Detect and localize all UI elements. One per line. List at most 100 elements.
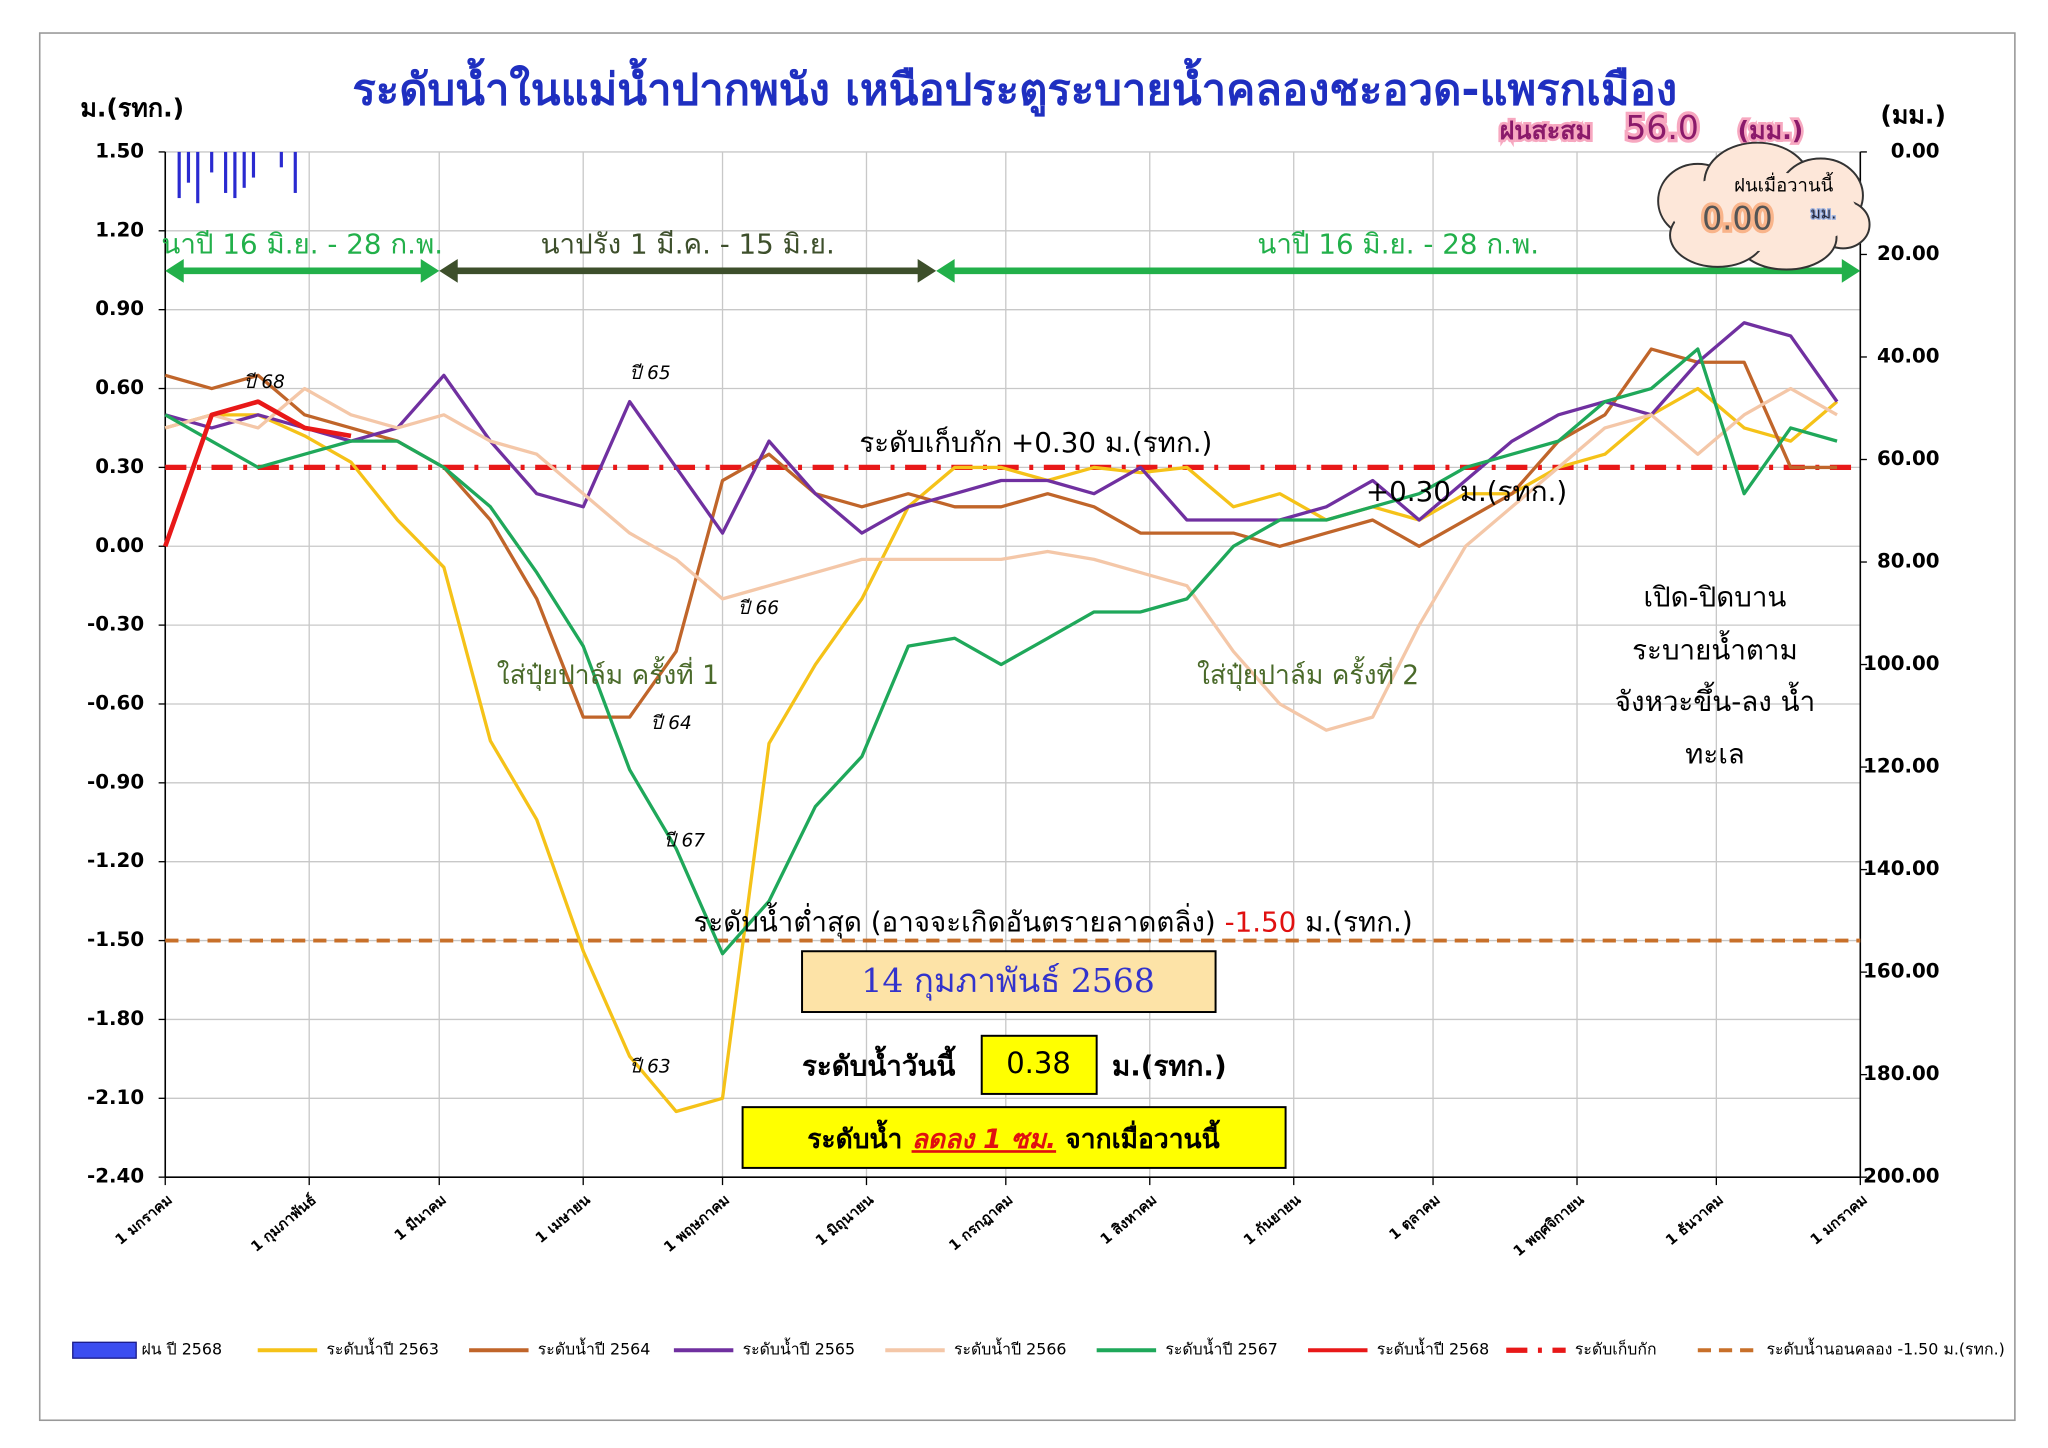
y2-tick-label: 60.00: [1877, 447, 1940, 470]
y-tick-label: -1.80: [87, 1007, 144, 1030]
arrow-head: [917, 258, 937, 283]
rain-bar: [242, 151, 246, 188]
y2-tick-label: 20.00: [1877, 242, 1940, 265]
legend-label: ระดับเก็บกัก: [1575, 1339, 1657, 1359]
y2-tick-label: 120.00: [1863, 755, 1939, 778]
legend-label: ระดับน้ำปี 2566: [954, 1338, 1067, 1359]
cloud: ฝนเมื่อวานนี้ 0.00 มม.: [1657, 141, 1871, 271]
annotations: ระดับเก็บกัก +0.30 ม.(รทก.) +0.30 ม.(รทก…: [244, 363, 1815, 1078]
legend-swatch: [72, 1341, 137, 1359]
legend-label: ระดับน้ำปี 2563: [326, 1338, 439, 1359]
change-box: [741, 1106, 1287, 1169]
low-level-text: ระดับน้ำต่ำสุด (อาจจะเกิดอันตรายลาดตลิ่ง…: [693, 902, 1224, 939]
legend-label: ระดับน้ำปี 2567: [1165, 1338, 1278, 1359]
change-amount: ลดลง 1 ซม.: [912, 1124, 1057, 1155]
today-unit: ม.(รทก.): [1112, 1050, 1227, 1083]
year-label: ปี 65: [630, 363, 671, 384]
series-line: [164, 321, 1839, 535]
year-label: ปี 64: [651, 713, 692, 734]
legend-label: ระดับน้ำปี 2565: [743, 1338, 856, 1359]
arrow-head: [165, 258, 184, 283]
y-tick-label: -0.90: [87, 770, 144, 793]
legend-label: ระดับน้ำปี 2564: [538, 1338, 651, 1359]
arrow-head: [439, 258, 458, 283]
y-tick-label: -1.50: [87, 928, 144, 951]
legend: ฝน ปี 2568 ระดับน้ำปี 2563 ระดับน้ำปี 2564…: [72, 1338, 2005, 1359]
rain-bar: [177, 151, 181, 199]
fertilizer-2: ใส่ปุ๋ยปาล์ม ครั้งที่ 2: [1197, 656, 1419, 691]
y-tick-label: -0.30: [87, 613, 144, 636]
rain-unit: (มม.): [1738, 116, 1804, 145]
series-line: [164, 386, 1838, 732]
rain-bar: [233, 151, 237, 199]
rain-bar: [279, 151, 283, 168]
rain-bar: [251, 151, 256, 178]
today-label: ระดับน้ำวันนี้: [802, 1046, 956, 1083]
gate-note: เปิด-ปิดบาน: [1644, 580, 1787, 613]
frame: [38, 32, 2016, 1422]
rain-bar: [224, 151, 228, 193]
y2-tick-label: 100.00: [1863, 652, 1939, 675]
y2-tick-label: 200.00: [1863, 1165, 1939, 1188]
legend-label: ฝน ปี 2568: [141, 1340, 222, 1359]
series-line: [163, 399, 352, 548]
series-line: [164, 347, 1838, 956]
period-label: นาปรัง 1 มี.ค. - 15 มิ.ย.: [541, 228, 835, 261]
rain-value: 56.0: [1625, 108, 1699, 147]
y2-tick-label: 80.00: [1877, 550, 1940, 573]
y-tick-label: 0.00: [95, 534, 144, 557]
y-tick-label: -2.10: [87, 1086, 144, 1109]
legend-label: ระดับน้ำนอนคลอง -1.50 ม.(รทก.): [1766, 1338, 2004, 1359]
date-text: 14 กุมภาพันธ์ 2568: [861, 961, 1155, 1001]
low-level-unit: ม.(รทก.): [1296, 905, 1412, 938]
year-label: ปี 68: [244, 372, 285, 393]
change-part: จากเมื่อวานนี้: [1056, 1119, 1221, 1155]
chart-title: ระดับน้ำในแม่น้ำปากพนัง เหนือประตูระบายน…: [352, 57, 1677, 116]
gate-note: ทะเล: [1685, 738, 1745, 771]
year-label: ปี 67: [664, 831, 705, 852]
y2-tick-label: 0.00: [1891, 139, 1940, 162]
info-boxes: 14 กุมภาพันธ์ 2568 ระดับน้ำวันนี้ 0.38 ม…: [741, 950, 1287, 1169]
period-label: นาปี 16 มิ.ย. - 28 ก.พ.: [161, 228, 443, 261]
y2-tick-label: 160.00: [1863, 960, 1939, 983]
y-tick-label: 0.30: [95, 455, 144, 478]
y2-tick-label: 40.00: [1877, 344, 1940, 367]
cloud-unit: มม.: [1810, 204, 1836, 223]
gate-note: ระบายน้ำตาม: [1632, 630, 1798, 666]
arrow-head: [1841, 258, 1861, 283]
y-tick-label: 1.20: [95, 218, 144, 241]
rain-bar: [196, 151, 200, 204]
rain-bar: [186, 151, 191, 183]
change-part: ระดับน้ำ: [807, 1119, 911, 1155]
y-tick-label: -1.20: [87, 849, 144, 872]
storage-label-2: +0.30 ม.(รทก.): [1366, 475, 1567, 508]
rain-label: ฝนสะสม: [1500, 116, 1593, 145]
rain-bar: [210, 151, 214, 173]
year-label: ปี 66: [738, 598, 779, 619]
low-level-label: ระดับน้ำต่ำสุด (อาจจะเกิดอันตรายลาดตลิ่ง…: [693, 902, 1412, 939]
y-tick-label: 0.90: [95, 297, 144, 320]
arrow-head: [420, 258, 440, 283]
y-tick-label: -2.40: [87, 1165, 144, 1188]
date-box: [801, 950, 1217, 1014]
legend-label: ระดับน้ำปี 2568: [1377, 1338, 1490, 1359]
today-box: [980, 1034, 1098, 1095]
year-label: ปี 63: [630, 1057, 671, 1078]
y2-tick-label: 180.00: [1863, 1062, 1939, 1085]
storage-label: ระดับเก็บกัก +0.30 ม.(รทก.): [859, 425, 1212, 459]
today-value: 0.38: [1006, 1046, 1071, 1080]
cloud-value: 0.00: [1702, 202, 1773, 238]
low-level-value: -1.50: [1225, 905, 1297, 938]
arrow-head: [936, 258, 955, 283]
rain-bar: [293, 151, 297, 193]
period-label: นาปี 16 มิ.ย. - 28 ก.พ.: [1257, 228, 1539, 261]
y-axis-label: ม.(รทก.): [80, 94, 184, 123]
cloud-label: ฝนเมื่อวานนี้: [1734, 171, 1833, 196]
fertilizer-1: ใส่ปุ๋ยปาล์ม ครั้งที่ 1: [497, 656, 719, 691]
y2-axis-label: (มม.): [1880, 100, 1946, 129]
y-tick-label: -0.60: [87, 691, 144, 714]
marks: นาปี 16 มิ.ย. - 28 ก.พ. นาปรัง 1 มี.ค. - …: [161, 151, 1861, 1114]
y-tick-label: 1.50: [95, 139, 144, 162]
y-tick-label: 0.60: [95, 376, 144, 399]
